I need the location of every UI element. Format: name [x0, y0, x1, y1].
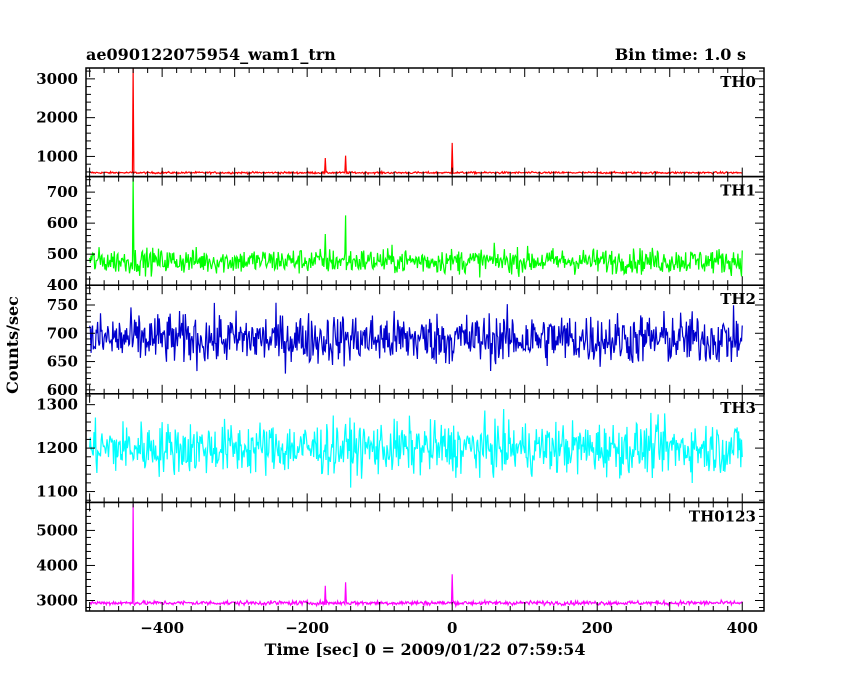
- y-tick-label: 400: [47, 276, 78, 294]
- x-tick-label: −400: [140, 619, 184, 637]
- y-tick-label: 650: [47, 353, 78, 371]
- y-tick-label: 2000: [36, 109, 78, 127]
- y-tick-label: 1200: [36, 439, 78, 457]
- bin-time-label: Bin time: 1.0 s: [615, 45, 746, 64]
- panel-label: TH3: [720, 399, 756, 417]
- x-tick-label: 200: [582, 619, 613, 637]
- y-tick-label: 700: [47, 324, 78, 342]
- panel-label: TH0: [720, 73, 756, 91]
- panel-label: TH0123: [689, 507, 756, 525]
- series-line-th3: [89, 409, 743, 488]
- panel-th0123: 3000 4000 5000 TH0123: [36, 501, 765, 612]
- x-axis: −400 −200 0 200 400: [140, 619, 758, 637]
- x-tick-label: 400: [727, 619, 758, 637]
- y-tick-label: 1000: [36, 147, 78, 165]
- series-line-th1: [89, 178, 743, 278]
- panel-th0: 1000 2000 3000 TH0: [36, 67, 765, 178]
- series-line-th0123: [89, 504, 743, 609]
- panel-th1: 400 500 600 700 TH1: [47, 175, 765, 294]
- y-tick-label: 5000: [36, 521, 78, 539]
- y-tick-label: 750: [47, 296, 78, 314]
- x-axis-label: Time [sec] 0 = 2009/01/22 07:59:54: [265, 640, 586, 659]
- series-line-th2: [89, 302, 743, 374]
- y-tick-label: 1300: [36, 396, 78, 414]
- y-tick-label: 600: [47, 381, 78, 399]
- y-tick-label: 700: [47, 183, 78, 201]
- series-line-th0: [89, 68, 743, 176]
- x-tick-label: 0: [447, 619, 457, 637]
- panel-label: TH2: [720, 290, 756, 308]
- panel-frame: [85, 501, 765, 612]
- y-tick-label: 4000: [36, 556, 78, 574]
- chart-title: ae090122075954_wam1_trn: [86, 45, 336, 64]
- y-tick-label: 3000: [36, 591, 78, 609]
- panels: 1000 2000 3000 TH0 400 500 600 700 TH1 600 650 700 7…: [36, 67, 765, 612]
- y-tick-label: 3000: [36, 70, 78, 88]
- x-tick-label: −200: [285, 619, 329, 637]
- y-tick-label: 500: [47, 245, 78, 263]
- y-tick-label: 1100: [36, 483, 78, 501]
- panel-th3: 1100 1200 1300 TH3: [36, 393, 765, 504]
- y-tick-label: 600: [47, 214, 78, 232]
- panel-frame: [85, 67, 765, 178]
- y-axis-label: Counts/sec: [3, 296, 22, 394]
- panel-th2: 600 650 700 750 TH2: [47, 284, 765, 399]
- panel-label: TH1: [720, 182, 756, 200]
